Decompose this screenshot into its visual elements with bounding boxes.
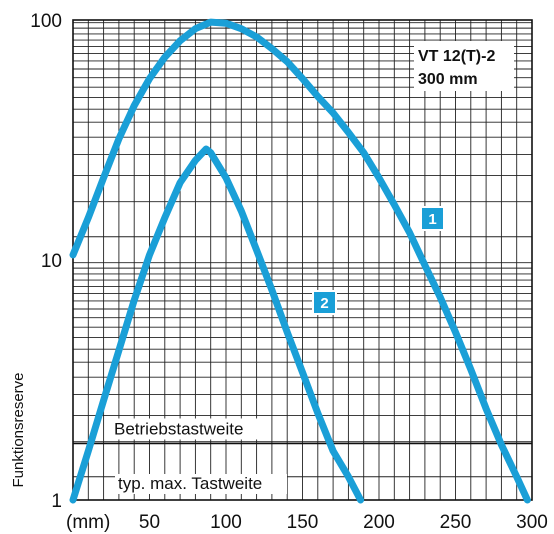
x-tick-label: 250 — [440, 512, 472, 533]
x-tick-label: 150 — [287, 512, 319, 533]
series-layer — [69, 18, 531, 504]
y-axis-label: Funktionsreserve — [10, 372, 27, 487]
x-tick-labels: 50 100 150 200 250 300 — [139, 512, 548, 533]
title-box — [414, 41, 514, 91]
badge-1-label: 1 — [428, 211, 436, 228]
max-range-label-bg — [115, 474, 287, 494]
x-tick-label: 50 — [139, 512, 160, 533]
max-range-label: typ. max. Tastweite — [118, 474, 262, 493]
chart-title: VT 12(T)-2 — [418, 48, 495, 65]
series-1-curve — [69, 18, 531, 504]
y-tick-label: 10 — [41, 251, 62, 272]
operating-range-label: Betriebstastweite — [114, 419, 243, 438]
x-tick-label: 300 — [516, 512, 548, 533]
y-tick-labels: 1 10 100 — [30, 11, 62, 512]
x-tick-label: 100 — [210, 512, 242, 533]
x-axis-unit: (mm) — [66, 512, 110, 533]
plot-frame — [72, 19, 533, 501]
operating-range-label-bg — [111, 418, 269, 440]
series-2-curve — [69, 145, 365, 504]
series-badges: 12 — [312, 206, 445, 315]
badge-2-label: 2 — [320, 295, 328, 312]
chart-subtitle: 300 mm — [418, 71, 478, 88]
y-tick-label: 100 — [30, 11, 62, 32]
x-tick-label: 200 — [363, 512, 395, 533]
badge-2-fill — [314, 292, 335, 313]
y-tick-label: 1 — [51, 491, 62, 512]
badge-1-fill — [422, 208, 443, 229]
